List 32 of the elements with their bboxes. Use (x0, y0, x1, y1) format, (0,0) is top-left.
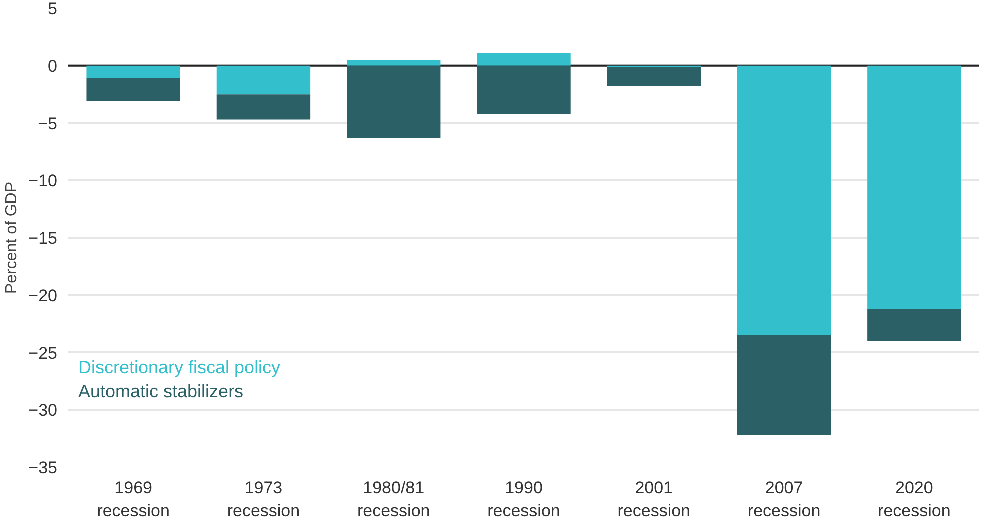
x-tick-label: 2020 recession (878, 478, 951, 520)
y-tick-label: 5 (48, 0, 58, 18)
y-tick-label: −30 (28, 401, 58, 420)
bar (347, 60, 441, 66)
bar (477, 53, 571, 66)
text: Discretionary fiscal policy (78, 358, 281, 378)
x-tick-label: 1990 recession (488, 478, 560, 520)
x-tick-label: 2001 recession (618, 478, 691, 520)
text: Automatic stabilizers (78, 382, 244, 402)
x-tick-label: 2007 recession (748, 478, 821, 520)
y-tick-label: 0 (48, 56, 58, 76)
bar (86, 78, 180, 102)
bar (216, 66, 311, 95)
x-tick-label: 1973 recession (227, 478, 300, 520)
y-tick-label: −15 (28, 229, 58, 248)
bar (216, 94, 311, 120)
bar (607, 67, 701, 87)
y-tick-label: −20 (28, 286, 58, 306)
bar (347, 66, 441, 138)
y-tick-label: −35 (28, 458, 58, 478)
bar (737, 66, 832, 336)
bar (477, 66, 571, 114)
y-tick-label: −25 (28, 344, 58, 363)
y-tick-label: −5 (38, 114, 58, 134)
y-tick-label: −10 (28, 172, 58, 191)
bar (868, 309, 962, 342)
x-tick-label: 1980/81 recession (357, 478, 430, 520)
y-axis-title: Percent of GDP (4, 182, 21, 294)
bar (737, 336, 832, 436)
x-tick-label: 1969 recession (97, 478, 170, 520)
bar (868, 66, 962, 310)
bar (86, 66, 180, 78)
